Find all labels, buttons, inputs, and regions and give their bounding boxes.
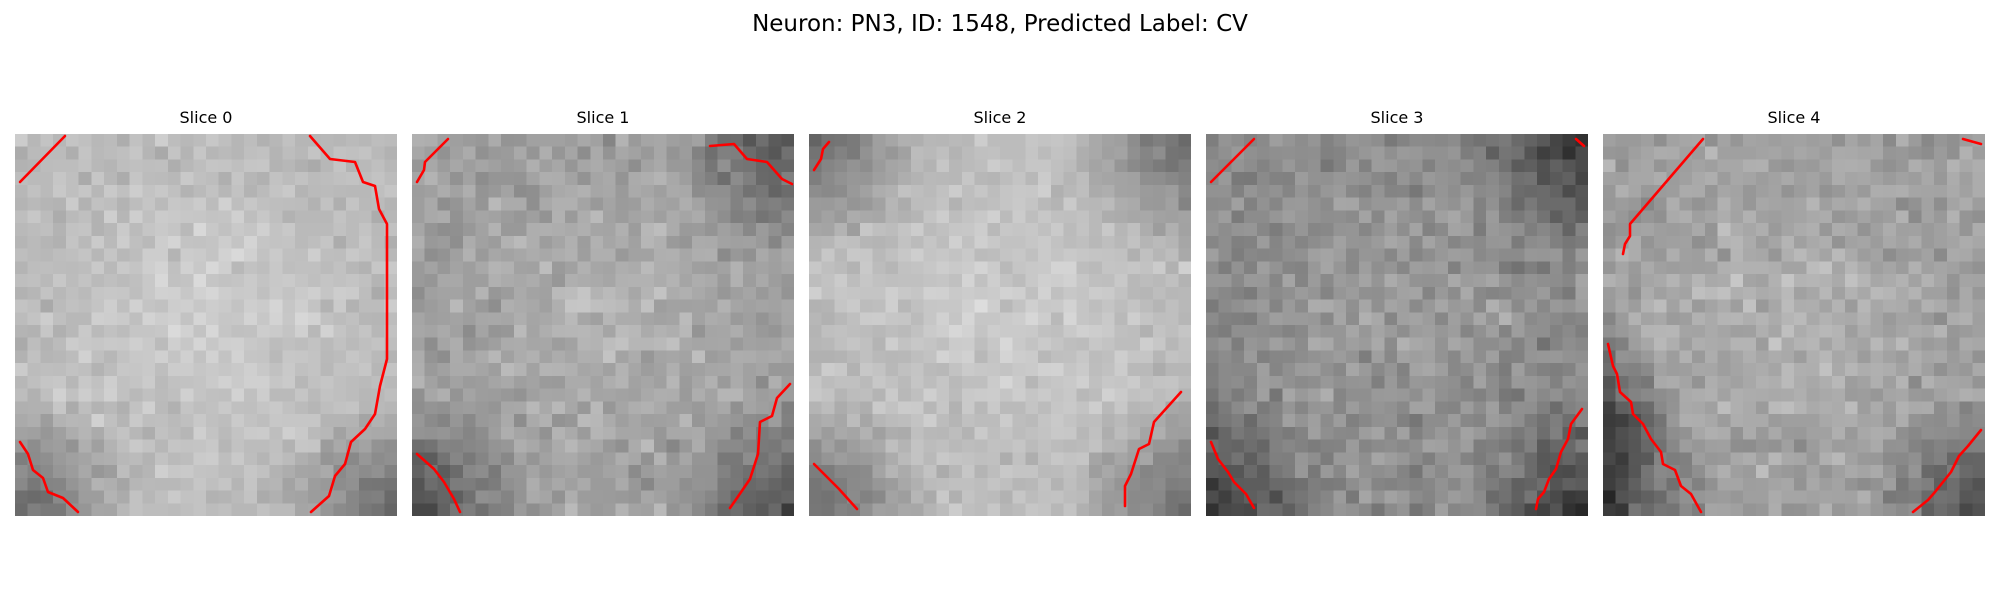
cell-contour-overlay [812,140,1183,511]
slice-title: Slice 3 [1370,108,1424,127]
cell-contour [308,134,389,514]
slice-panel-1: Slice 1 [412,108,794,516]
slice-image [15,134,397,516]
slice-image [1206,134,1588,516]
slice-title: Slice 2 [973,108,1027,127]
cell-contour [1621,137,1705,256]
slice-image [809,134,1191,516]
slice-image [1603,134,1985,516]
cell-contour [1209,440,1256,510]
figure-title: Neuron: PN3, ID: 1548, Predicted Label: … [752,11,1248,37]
cell-contour-overlay [415,137,794,514]
cell-contour [1574,137,1586,148]
cell-contour [18,134,67,184]
slice-title: Slice 0 [179,108,233,127]
cell-contour [728,382,792,510]
cell-contour [1911,428,1983,514]
slice-panel-3: Slice 3 [1206,108,1588,516]
cell-contour-overlay [18,134,389,514]
cell-contour [18,440,80,514]
cell-contour [1606,342,1703,514]
cell-contour [812,140,831,172]
slice-panel-4: Slice 4 [1603,108,1985,516]
cell-contour-overlay [1209,137,1586,511]
cell-contour [415,137,450,184]
slice-panel-0: Slice 0 [15,108,397,516]
cell-contour [812,462,859,511]
slice-image [412,134,794,516]
cell-contour [1123,390,1183,508]
slice-title: Slice 4 [1767,108,1821,127]
cell-contour [708,142,794,186]
cell-contour-overlay [1606,137,1983,514]
slice-title: Slice 1 [576,108,630,127]
cell-contour [1209,137,1256,184]
cell-contour [1961,137,1983,146]
slice-panel-2: Slice 2 [809,108,1191,516]
cell-contour [415,452,462,514]
cell-contour [1534,407,1584,511]
